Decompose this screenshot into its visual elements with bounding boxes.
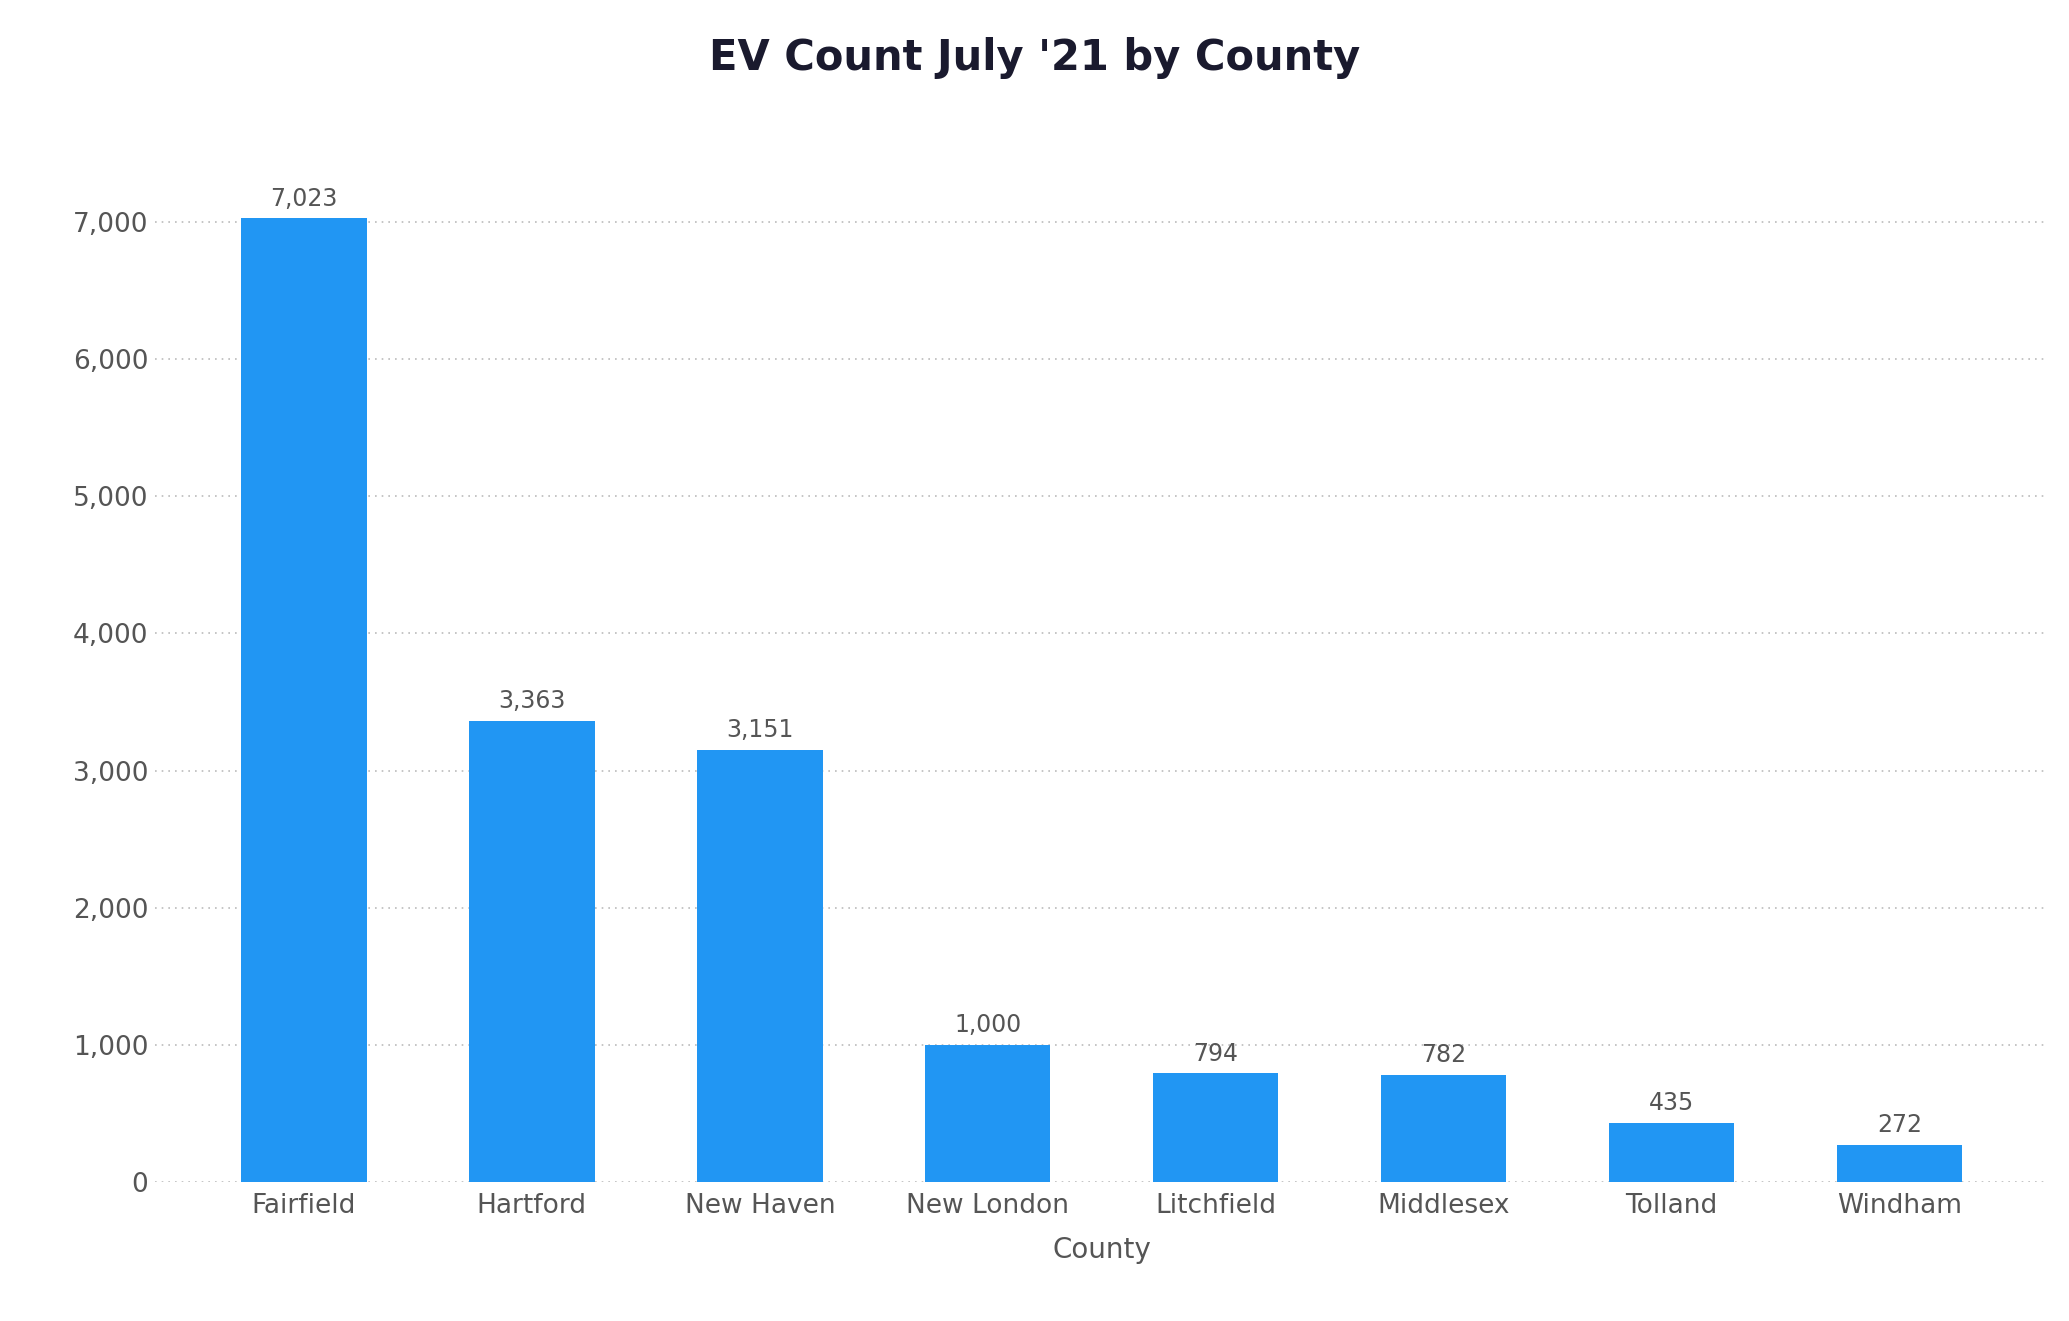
X-axis label: County: County bbox=[1053, 1236, 1150, 1264]
Bar bbox=[242, 218, 366, 1182]
Text: 794: 794 bbox=[1194, 1042, 1237, 1066]
Bar bbox=[1610, 1123, 1734, 1182]
Text: 435: 435 bbox=[1649, 1091, 1695, 1115]
Bar bbox=[1152, 1074, 1279, 1182]
Bar bbox=[1380, 1075, 1506, 1182]
Text: EV Count July '21 by County: EV Count July '21 by County bbox=[710, 37, 1359, 79]
Text: 782: 782 bbox=[1421, 1044, 1467, 1067]
Bar bbox=[697, 750, 823, 1182]
Text: 7,023: 7,023 bbox=[271, 186, 337, 211]
Bar bbox=[1837, 1145, 1961, 1182]
Bar bbox=[470, 721, 594, 1182]
Text: 3,363: 3,363 bbox=[499, 690, 565, 713]
Text: 1,000: 1,000 bbox=[954, 1013, 1022, 1037]
Text: 272: 272 bbox=[1877, 1114, 1922, 1137]
Bar bbox=[925, 1045, 1051, 1182]
Text: 3,151: 3,151 bbox=[726, 719, 794, 742]
